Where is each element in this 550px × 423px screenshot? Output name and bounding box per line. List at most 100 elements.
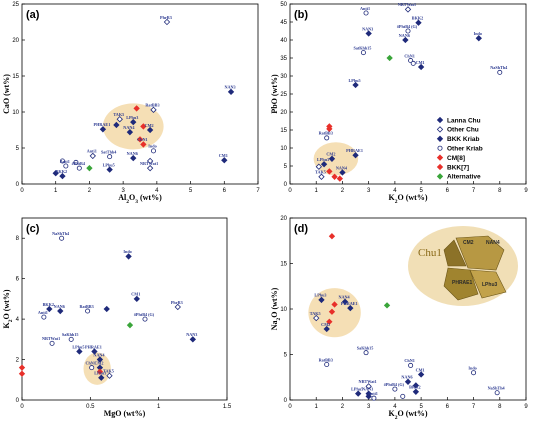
data-point <box>417 371 425 378</box>
point-label: NAN6 <box>401 375 412 380</box>
data-point <box>76 348 83 355</box>
x-tick-label: 0 <box>20 404 24 410</box>
panel-label: (c) <box>26 223 40 235</box>
data-point <box>96 368 104 375</box>
data-point <box>59 172 66 180</box>
y-tick-label: 0 <box>16 398 20 404</box>
data-point <box>318 173 325 180</box>
point-label: LPhu5 <box>103 162 115 167</box>
data-point <box>126 322 134 329</box>
data-point <box>96 356 104 363</box>
point-label: Indo <box>474 31 482 36</box>
glass-shard <box>443 239 467 267</box>
legend-item: Other Kriab <box>437 145 483 153</box>
point-label: CM2 <box>321 322 330 327</box>
data-point <box>146 157 154 165</box>
panel-c: 0 0.5 1 1.5 0 2 4 6 8 MgO (wt%) K2O (wt%) (c) NaShTh… <box>2 217 232 418</box>
data-point <box>106 166 113 173</box>
inset-label: CM2 <box>463 240 474 246</box>
inset-title: Chu1 <box>418 247 442 259</box>
point-label: TAK5 <box>315 170 326 175</box>
legend-item: BKK[7] <box>436 163 469 171</box>
data-point <box>46 305 53 313</box>
legend-marker <box>437 145 443 151</box>
data-point <box>59 235 65 241</box>
data-point <box>227 88 235 96</box>
point-label: LPhu5 <box>349 78 361 83</box>
panel-label: (b) <box>294 9 308 21</box>
y-tick-label: 50 <box>280 2 287 8</box>
point-label: Anti1 <box>60 159 70 164</box>
point-label: ChN1 <box>137 137 147 142</box>
x-tick-label: 7 <box>472 188 476 194</box>
point-label: NAN3 <box>362 26 373 31</box>
data-point <box>402 36 409 44</box>
point-label: CM1 <box>416 367 425 372</box>
point-label: PHRAE1 <box>346 148 363 153</box>
y-tick-label: 8 <box>16 236 20 242</box>
y-tick-label: 15 <box>280 262 287 268</box>
point-label: RatBB3 <box>145 103 159 108</box>
data-point <box>52 170 59 177</box>
y-tick-label: 25 <box>12 2 19 8</box>
data-point <box>326 168 333 175</box>
point-label: NRTWat1 <box>42 336 60 341</box>
x-tick-label: 9 <box>524 404 528 410</box>
x-tick-label: 6 <box>223 188 227 194</box>
data-point <box>63 163 69 169</box>
data-point <box>130 118 137 126</box>
y-tick-label: 15 <box>280 128 287 134</box>
legend-label: CM[8] <box>447 155 465 162</box>
data-point <box>324 135 330 141</box>
data-point <box>76 165 82 171</box>
point-label: BKK2 <box>409 385 420 390</box>
inset-label: LPhu3 <box>482 282 497 288</box>
x-tick-label: 0 <box>288 188 292 194</box>
data-point <box>324 362 330 368</box>
point-label: LPhu3 <box>126 115 138 120</box>
point-label: NaShTh4 <box>52 231 70 236</box>
data-point <box>494 390 500 396</box>
y-tick-label: 6 <box>16 277 20 283</box>
data-point <box>415 19 422 26</box>
y-tick-label: 5 <box>284 164 288 170</box>
legend-label: BKK Kriab <box>447 136 480 143</box>
data-point <box>98 374 105 381</box>
point-label: NAN3 <box>186 332 197 337</box>
x-tick-label: 1 <box>157 404 161 410</box>
data-point <box>341 298 349 305</box>
glass-shard <box>469 269 507 299</box>
point-label: BKK2 <box>43 302 54 307</box>
legend-marker <box>436 154 444 161</box>
point-label: PHRAE1 <box>341 301 358 306</box>
data-point <box>331 173 338 180</box>
data-point <box>68 336 74 342</box>
data-point <box>313 314 320 322</box>
data-point <box>130 154 137 162</box>
point-label: NAN4 <box>338 295 350 300</box>
point-label: CM2 <box>94 360 103 365</box>
y-tick-label: 40 <box>280 38 287 44</box>
data-point <box>339 169 346 176</box>
x-tick-label: 5 <box>189 188 193 194</box>
legend-marker <box>436 163 444 171</box>
panel-a: 0 1 2 3 4 5 6 7 0 5 10 15 20 25 Al2O3 (wt%) CaO (wt%) (a… <box>2 2 260 205</box>
y-tick-label: 5 <box>16 146 20 152</box>
inset-label: NAN4 <box>486 240 500 246</box>
point-label: NAN4 <box>93 352 105 357</box>
data-point <box>323 325 330 333</box>
point-label: BKK2 <box>412 16 423 21</box>
data-point <box>392 386 398 392</box>
point-label: CM2 <box>145 123 154 128</box>
y-tick-label: 10 <box>280 307 287 313</box>
point-label: NRTWat1 <box>359 379 377 384</box>
data-point <box>386 54 393 62</box>
point-label: LPhu3 <box>94 371 106 376</box>
data-point <box>328 155 336 162</box>
point-label: NaShTh4 <box>488 386 506 391</box>
data-point <box>352 81 359 89</box>
data-point <box>315 163 323 170</box>
data-point <box>320 161 328 168</box>
